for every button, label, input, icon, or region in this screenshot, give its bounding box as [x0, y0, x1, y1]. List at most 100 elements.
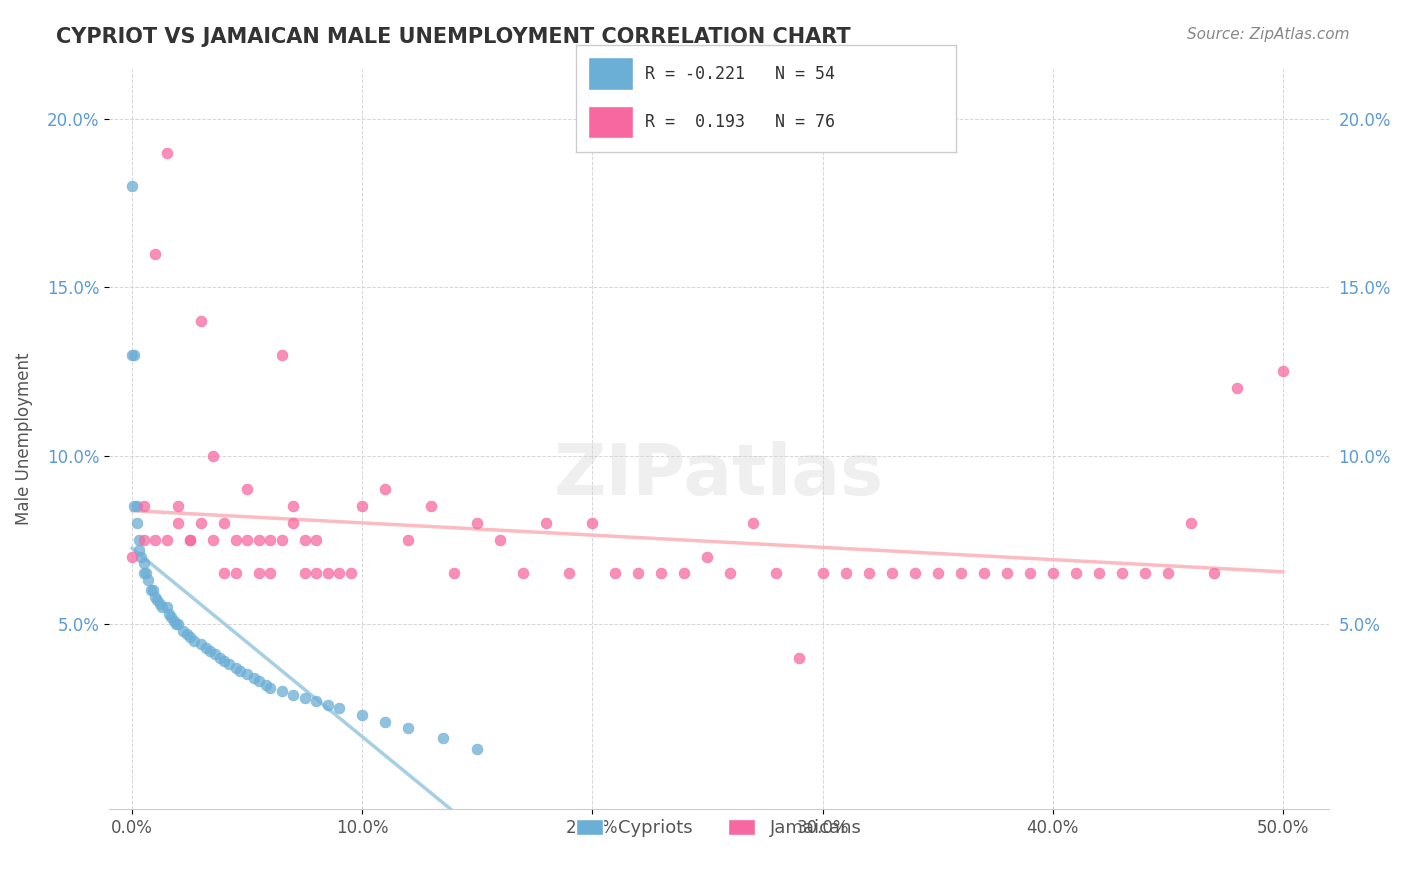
Point	[270, 348, 292, 362]
Point	[143, 246, 166, 260]
Point	[204, 647, 226, 661]
Point	[558, 566, 581, 581]
Point	[132, 533, 155, 547]
Point	[374, 714, 396, 729]
Point	[167, 617, 190, 632]
Point	[789, 650, 811, 665]
Y-axis label: Male Unemployment: Male Unemployment	[15, 352, 32, 525]
Point	[167, 516, 190, 530]
Point	[162, 614, 184, 628]
Point	[212, 566, 235, 581]
Text: CYPRIOT VS JAMAICAN MALE UNEMPLOYMENT CORRELATION CHART: CYPRIOT VS JAMAICAN MALE UNEMPLOYMENT CO…	[56, 27, 851, 46]
Point	[858, 566, 880, 581]
Point	[283, 516, 305, 530]
Point	[131, 549, 153, 564]
Point	[183, 633, 205, 648]
Point	[811, 566, 834, 581]
Point	[650, 566, 672, 581]
Point	[225, 533, 247, 547]
Point	[156, 145, 179, 160]
Point	[212, 654, 235, 668]
Point	[121, 348, 143, 362]
Point	[121, 549, 143, 564]
Point	[489, 533, 512, 547]
Point	[128, 543, 150, 558]
Point	[247, 533, 270, 547]
Point	[305, 566, 328, 581]
Point	[243, 671, 266, 685]
Point	[124, 348, 146, 362]
Text: R =  0.193   N = 76: R = 0.193 N = 76	[645, 112, 835, 130]
Point	[1111, 566, 1133, 581]
Point	[294, 533, 316, 547]
Point	[1271, 364, 1294, 378]
Point	[834, 566, 856, 581]
Point	[1157, 566, 1180, 581]
Point	[443, 566, 465, 581]
Point	[208, 650, 231, 665]
Point	[212, 516, 235, 530]
Point	[132, 557, 155, 571]
Point	[305, 694, 328, 708]
Point	[176, 627, 198, 641]
Point	[225, 661, 247, 675]
Point	[1018, 566, 1040, 581]
Point	[139, 583, 162, 598]
Point	[172, 624, 194, 638]
Point	[1133, 566, 1156, 581]
Text: R = -0.221   N = 54: R = -0.221 N = 54	[645, 64, 835, 82]
Point	[512, 566, 534, 581]
Point	[225, 566, 247, 581]
Point	[328, 566, 350, 581]
Point	[316, 566, 339, 581]
FancyBboxPatch shape	[588, 57, 633, 89]
Point	[432, 731, 454, 746]
Point	[1202, 566, 1225, 581]
Point	[247, 674, 270, 689]
Legend: Cypriots, Jamaicans: Cypriots, Jamaicans	[569, 812, 869, 845]
Point	[1042, 566, 1064, 581]
Point	[259, 566, 281, 581]
Point	[294, 566, 316, 581]
Point	[201, 533, 224, 547]
Point	[259, 681, 281, 695]
Point	[374, 483, 396, 497]
Point	[270, 684, 292, 698]
Point	[125, 516, 148, 530]
Point	[1226, 381, 1249, 395]
Point	[605, 566, 627, 581]
Point	[581, 516, 603, 530]
Point	[132, 499, 155, 513]
Point	[720, 566, 742, 581]
Point	[167, 499, 190, 513]
Point	[143, 533, 166, 547]
Point	[236, 667, 259, 681]
Point	[179, 533, 201, 547]
Point	[328, 701, 350, 715]
Point	[316, 698, 339, 712]
Point	[396, 722, 419, 736]
Point	[157, 607, 180, 621]
Point	[160, 610, 183, 624]
Point	[200, 644, 222, 658]
Point	[179, 533, 201, 547]
Point	[179, 631, 201, 645]
Point	[190, 314, 212, 328]
Point	[259, 533, 281, 547]
Point	[165, 617, 187, 632]
Point	[247, 566, 270, 581]
Point	[150, 600, 173, 615]
Point	[352, 499, 374, 513]
Point	[903, 566, 925, 581]
Point	[294, 691, 316, 706]
Point	[190, 516, 212, 530]
Point	[283, 688, 305, 702]
Point	[627, 566, 650, 581]
Point	[125, 499, 148, 513]
Point	[132, 566, 155, 581]
Point	[136, 573, 159, 587]
Point	[339, 566, 361, 581]
Point	[465, 741, 488, 756]
Point	[229, 664, 252, 678]
Point	[673, 566, 696, 581]
